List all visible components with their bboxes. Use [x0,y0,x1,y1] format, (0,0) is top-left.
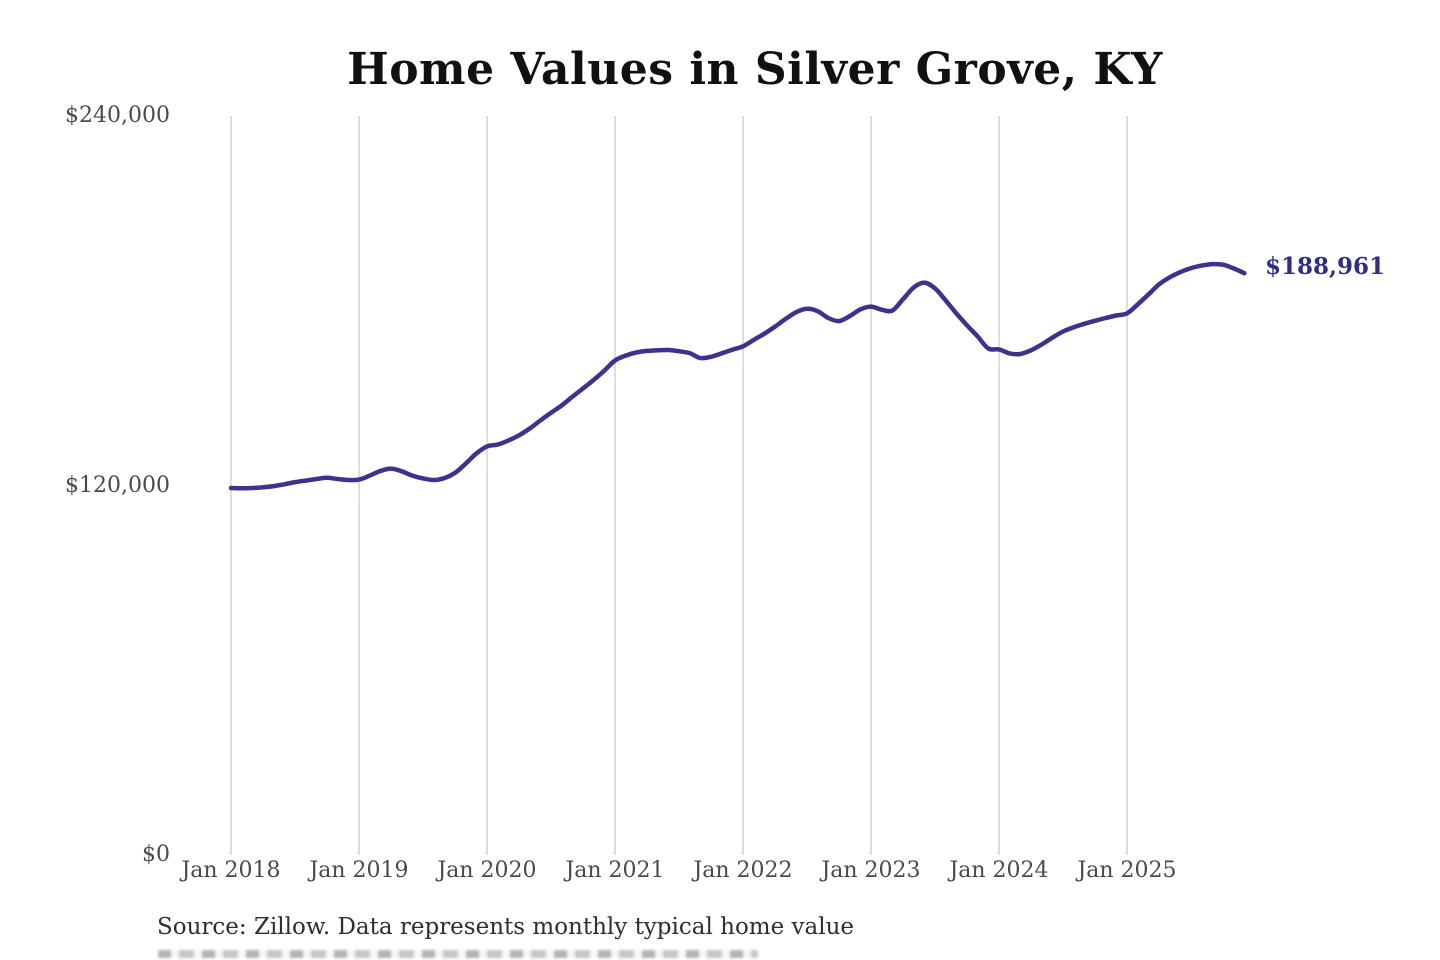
x-tick-label: Jan 2024 [949,858,1049,883]
gridlines [230,116,1128,855]
x-tick-label: Jan 2018 [181,858,281,883]
y-tick-label: $0 [142,842,170,867]
x-tick-label: Jan 2023 [821,858,921,883]
source-note: Source: Zillow. Data represents monthly … [157,914,855,940]
x-tick-label: Jan 2020 [437,858,537,883]
x-tick-label: Jan 2019 [309,858,409,883]
y-tick-label: $120,000 [65,472,170,498]
clipped-text-remnant [158,950,758,958]
x-tick-label: Jan 2022 [693,858,793,883]
y-tick-label: $240,000 [65,103,170,128]
latest-value-annotation: $188,961 [1265,253,1386,280]
x-tick-label: Jan 2025 [1077,858,1177,883]
x-tick-label: Jan 2021 [565,858,665,883]
chart-title: Home Values in Silver Grove, KY [347,44,1163,95]
value-line [228,261,1247,491]
